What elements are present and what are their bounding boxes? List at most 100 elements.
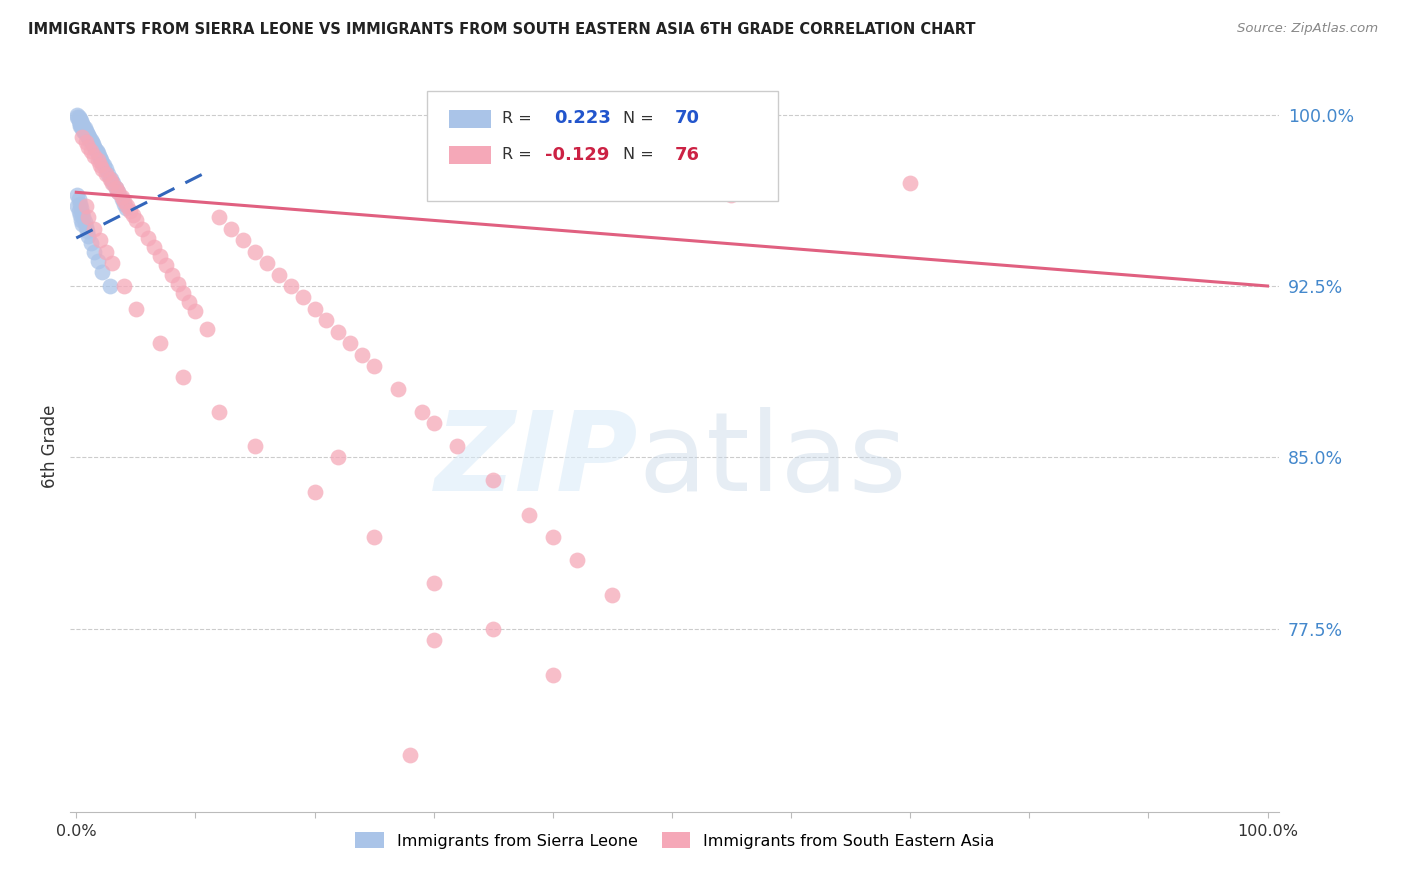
Point bbox=[84, 142, 107, 156]
Point bbox=[115, 201, 138, 215]
Text: IMMIGRANTS FROM SIERRA LEONE VS IMMIGRANTS FROM SOUTH EASTERN ASIA 6TH GRADE COR: IMMIGRANTS FROM SIERRA LEONE VS IMMIGRAN… bbox=[28, 22, 976, 37]
Point bbox=[86, 153, 108, 168]
Point bbox=[422, 576, 444, 591]
Point bbox=[70, 130, 93, 145]
Point bbox=[86, 253, 108, 268]
Point bbox=[77, 128, 100, 142]
Point bbox=[90, 153, 112, 168]
Point bbox=[117, 199, 139, 213]
Point bbox=[172, 285, 194, 300]
Point bbox=[91, 162, 114, 177]
Point bbox=[86, 144, 108, 158]
FancyBboxPatch shape bbox=[427, 91, 778, 201]
Point bbox=[661, 176, 683, 190]
Point bbox=[66, 199, 89, 213]
Point bbox=[142, 240, 165, 254]
Text: 70: 70 bbox=[675, 110, 700, 128]
Point bbox=[77, 211, 100, 225]
Text: atlas: atlas bbox=[638, 407, 907, 514]
Point bbox=[91, 265, 114, 279]
Point bbox=[720, 187, 742, 202]
Bar bbox=[449, 146, 491, 164]
Point bbox=[112, 196, 135, 211]
Point bbox=[541, 530, 564, 544]
Point bbox=[219, 222, 242, 236]
Legend: Immigrants from Sierra Leone, Immigrants from South Eastern Asia: Immigrants from Sierra Leone, Immigrants… bbox=[349, 826, 1001, 855]
Point bbox=[77, 130, 100, 145]
Point bbox=[179, 295, 201, 310]
Point bbox=[70, 201, 93, 215]
Y-axis label: 6th Grade: 6th Grade bbox=[41, 404, 59, 488]
Point bbox=[82, 137, 104, 152]
Point bbox=[328, 450, 350, 465]
Point bbox=[76, 224, 98, 238]
Point bbox=[541, 667, 564, 681]
Point bbox=[72, 121, 94, 136]
Point bbox=[70, 206, 93, 220]
Point bbox=[363, 359, 385, 373]
Bar bbox=[449, 110, 491, 128]
Point bbox=[70, 119, 93, 133]
Point bbox=[208, 211, 231, 225]
Point bbox=[107, 186, 129, 200]
Text: Source: ZipAtlas.com: Source: ZipAtlas.com bbox=[1237, 22, 1378, 36]
Point bbox=[131, 222, 153, 236]
Point bbox=[160, 268, 183, 282]
Point bbox=[110, 190, 132, 204]
Point bbox=[387, 382, 409, 396]
Point bbox=[107, 186, 129, 200]
Point bbox=[76, 126, 98, 140]
Point bbox=[94, 162, 117, 177]
Point bbox=[69, 196, 91, 211]
Text: 76: 76 bbox=[675, 146, 700, 164]
Point bbox=[195, 322, 218, 336]
Point bbox=[166, 277, 188, 291]
Point bbox=[70, 117, 93, 131]
Point bbox=[149, 249, 172, 263]
Point bbox=[101, 256, 124, 270]
Point bbox=[72, 119, 94, 133]
Point bbox=[122, 208, 145, 222]
Point bbox=[602, 588, 624, 602]
Point bbox=[112, 194, 135, 209]
Point bbox=[517, 508, 540, 522]
Point bbox=[328, 325, 350, 339]
Point bbox=[565, 553, 588, 567]
Point bbox=[94, 244, 117, 259]
Point bbox=[97, 167, 120, 181]
Point bbox=[86, 146, 108, 161]
Point bbox=[75, 135, 97, 149]
Point bbox=[75, 123, 97, 137]
Point bbox=[315, 313, 337, 327]
Point bbox=[67, 203, 90, 218]
Point bbox=[232, 233, 254, 247]
Point bbox=[75, 199, 97, 213]
Point bbox=[94, 167, 117, 181]
Point bbox=[69, 119, 91, 133]
Point bbox=[79, 130, 101, 145]
Point bbox=[77, 228, 100, 243]
Point bbox=[73, 126, 96, 140]
Point bbox=[70, 117, 93, 131]
Point bbox=[79, 133, 101, 147]
Point bbox=[100, 171, 122, 186]
Point bbox=[69, 112, 91, 127]
Point bbox=[79, 235, 101, 250]
Point bbox=[411, 405, 433, 419]
Point bbox=[79, 144, 101, 158]
Point bbox=[243, 439, 266, 453]
Point bbox=[398, 747, 420, 762]
Point bbox=[267, 268, 290, 282]
Point bbox=[69, 114, 91, 128]
Point bbox=[103, 176, 125, 190]
Point bbox=[83, 222, 105, 236]
Point bbox=[125, 212, 148, 227]
Point bbox=[67, 110, 90, 124]
Point bbox=[280, 279, 302, 293]
Point bbox=[339, 336, 361, 351]
Point bbox=[898, 176, 921, 190]
Point bbox=[87, 149, 110, 163]
Point bbox=[73, 215, 96, 229]
Point bbox=[67, 192, 90, 206]
Text: ZIP: ZIP bbox=[434, 407, 638, 514]
